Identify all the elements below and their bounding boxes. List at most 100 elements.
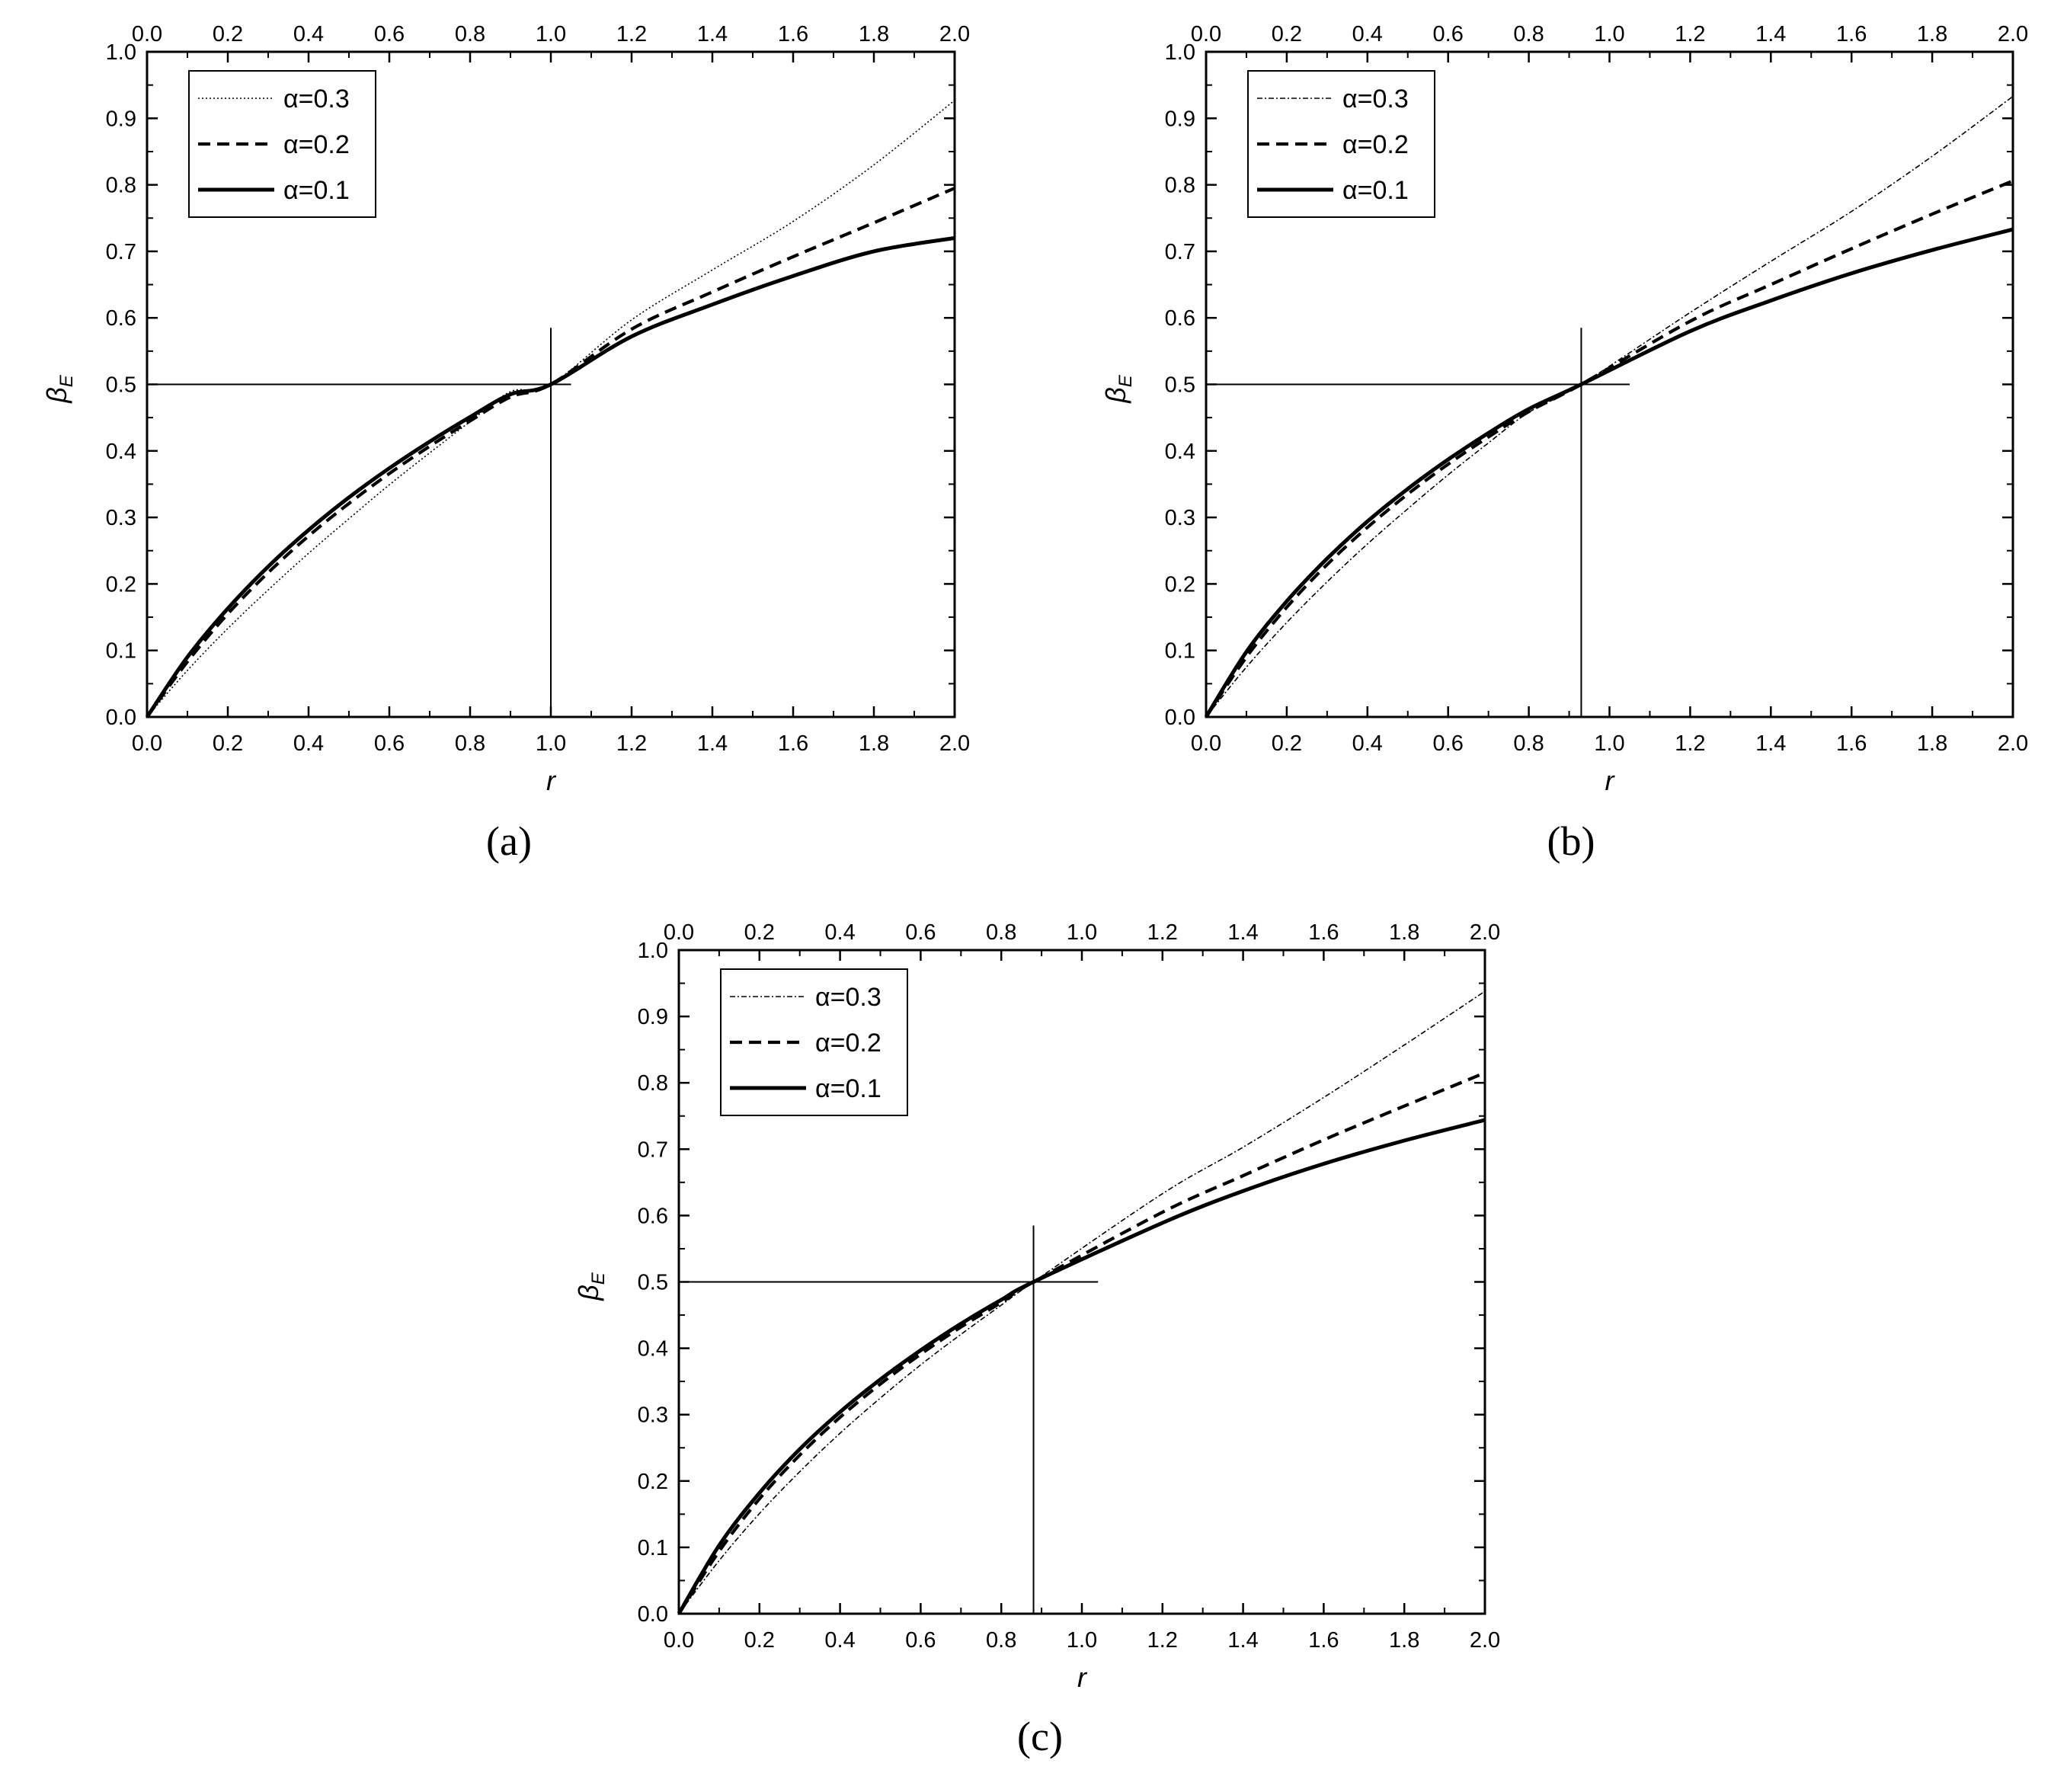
legend-label-3: α=0.1	[1342, 176, 1409, 205]
y-tick-label: 0.0	[1165, 706, 1195, 730]
x-top-tick-label: 0.8	[986, 920, 1016, 945]
x-tick-label: 1.2	[1675, 731, 1705, 756]
y-axis-title-subscript: E	[588, 1272, 609, 1285]
legend-label-2: α=0.2	[815, 1029, 882, 1058]
y-tick-label: 0.2	[638, 1470, 668, 1494]
x-tick-label: 1.2	[1147, 1628, 1178, 1653]
series-line-1	[1205, 95, 2014, 718]
y-tick-label: 0.5	[106, 373, 136, 398]
y-tick-label: 0.6	[1165, 306, 1195, 331]
x-tick-label: 0.8	[455, 731, 485, 756]
x-top-tick-label: 0.8	[455, 22, 485, 46]
x-top-tick-label: 0.4	[824, 920, 855, 945]
x-axis-title: r	[1077, 1662, 1088, 1693]
y-tick-label: 1.0	[106, 40, 136, 65]
x-top-tick-label: 0.0	[664, 920, 694, 945]
x-top-tick-label: 0.6	[374, 22, 405, 46]
x-tick-label: 1.4	[1227, 1628, 1258, 1653]
x-tick-label: 1.0	[1594, 731, 1624, 756]
x-tick-label: 1.2	[616, 731, 647, 756]
panel-label: (b)	[1547, 818, 1595, 864]
x-top-tick-label: 1.6	[1308, 920, 1339, 945]
x-tick-label: 0.0	[132, 731, 162, 756]
x-tick-label: 0.8	[986, 1628, 1016, 1653]
x-top-tick-label: 1.4	[1755, 22, 1786, 46]
x-top-tick-label: 0.2	[213, 22, 243, 46]
x-top-tick-label: 1.2	[616, 22, 647, 46]
y-tick-label: 0.2	[1165, 572, 1195, 597]
x-top-tick-label: 1.0	[1067, 920, 1097, 945]
x-top-tick-label: 1.4	[697, 22, 728, 46]
x-top-tick-label: 2.0	[1998, 22, 2028, 46]
y-tick-label: 0.4	[106, 440, 136, 464]
panel-label: (c)	[1017, 1714, 1063, 1759]
x-top-tick-label: 0.0	[1191, 22, 1221, 46]
x-tick-label: 1.0	[536, 731, 566, 756]
y-tick-label: 0.9	[106, 107, 136, 131]
x-top-tick-label: 1.4	[1227, 920, 1258, 945]
chart-panel-a: 0.00.00.20.20.40.40.60.60.80.81.01.01.21…	[41, 22, 970, 864]
x-tick-label: 1.4	[1755, 731, 1786, 756]
x-tick-label: 0.6	[905, 1628, 936, 1653]
y-tick-label: 0.8	[638, 1071, 668, 1096]
y-tick-label: 0.5	[638, 1271, 668, 1295]
x-top-tick-label: 1.8	[859, 22, 889, 46]
y-tick-label: 0.1	[638, 1536, 668, 1560]
x-top-tick-label: 1.0	[1594, 22, 1624, 46]
x-top-tick-label: 1.6	[1836, 22, 1867, 46]
x-axis-title: r	[1605, 765, 1616, 796]
series-line-2	[1205, 179, 2014, 718]
series-line-1	[678, 990, 1486, 1614]
y-tick-label: 0.7	[1165, 240, 1195, 264]
series-line-1	[146, 100, 955, 718]
legend-label-1: α=0.3	[283, 85, 350, 114]
y-tick-label: 0.9	[638, 1005, 668, 1029]
x-tick-label: 1.4	[697, 731, 728, 756]
y-axis-title-symbol: β	[41, 387, 72, 404]
legend-label-2: α=0.2	[1342, 130, 1409, 159]
y-tick-label: 0.1	[106, 639, 136, 664]
y-tick-label: 0.4	[638, 1337, 668, 1362]
x-top-tick-label: 0.2	[1272, 22, 1302, 46]
legend-label-3: α=0.1	[283, 176, 350, 205]
y-tick-label: 1.0	[1165, 40, 1195, 65]
y-tick-label: 0.0	[638, 1602, 668, 1627]
x-tick-label: 1.6	[1836, 731, 1867, 756]
y-tick-label: 0.8	[106, 174, 136, 198]
y-tick-label: 0.3	[1165, 506, 1195, 530]
y-tick-label: 0.5	[1165, 373, 1195, 398]
x-tick-label: 0.4	[1352, 731, 1383, 756]
x-top-tick-label: 0.4	[1352, 22, 1383, 46]
y-tick-label: 0.4	[1165, 440, 1195, 464]
series-line-3	[677, 1118, 1486, 1615]
x-tick-label: 0.2	[744, 1628, 775, 1653]
legend-label-2: α=0.2	[283, 130, 350, 159]
x-tick-label: 2.0	[1998, 731, 2028, 756]
chart-panel-b: 0.00.00.20.20.40.40.60.60.80.81.01.01.21…	[1100, 22, 2028, 864]
legend-label-1: α=0.3	[815, 983, 882, 1012]
y-tick-label: 0.1	[1165, 639, 1195, 664]
x-tick-label: 0.0	[1191, 731, 1221, 756]
x-top-tick-label: 0.0	[132, 22, 162, 46]
y-axis-title-subscript: E	[1115, 374, 1136, 387]
y-tick-label: 0.3	[106, 506, 136, 530]
y-tick-label: 0.6	[638, 1204, 668, 1228]
y-tick-label: 1.0	[638, 939, 668, 963]
chart-panel-c: 0.00.00.20.20.40.40.60.60.80.81.01.01.21…	[573, 920, 1500, 1759]
y-tick-label: 0.0	[106, 706, 136, 730]
x-tick-label: 0.0	[664, 1628, 694, 1653]
x-tick-label: 2.0	[939, 731, 970, 756]
y-tick-label: 0.2	[106, 572, 136, 597]
x-tick-label: 0.2	[213, 731, 243, 756]
x-top-tick-label: 0.4	[293, 22, 324, 46]
x-top-tick-label: 0.6	[1433, 22, 1464, 46]
y-tick-label: 0.8	[1165, 174, 1195, 198]
x-top-tick-label: 2.0	[1470, 920, 1500, 945]
y-axis-title: βE	[1100, 374, 1136, 404]
x-top-tick-label: 1.0	[536, 22, 566, 46]
series-line-3	[1204, 227, 2014, 718]
x-top-tick-label: 1.6	[778, 22, 808, 46]
x-tick-label: 2.0	[1470, 1628, 1500, 1653]
series-line-2	[146, 187, 955, 718]
series-line-3	[145, 235, 955, 718]
